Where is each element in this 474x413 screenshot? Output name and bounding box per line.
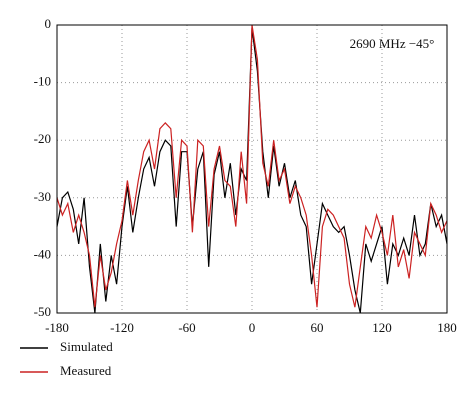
series-line [56, 24, 448, 308]
y-tick-label: 0 [45, 16, 52, 31]
x-tick-label: 0 [249, 320, 256, 335]
plot-frame [56, 24, 448, 314]
legend-label: Measured [60, 363, 112, 378]
y-tick-label: -10 [34, 74, 51, 89]
annotation: 2690 MHz −45° [350, 36, 435, 51]
y-tick-label: -30 [34, 189, 51, 204]
y-tick-label: -50 [34, 304, 51, 319]
legend-label: Simulated [60, 339, 113, 354]
y-tick-label: -20 [34, 131, 51, 146]
x-tick-label: -180 [45, 320, 69, 335]
x-tick-label: -120 [110, 320, 134, 335]
series-line [56, 27, 448, 314]
x-tick-label: 120 [372, 320, 392, 335]
x-tick-label: 180 [437, 320, 457, 335]
x-tick-label: 60 [311, 320, 324, 335]
y-tick-label: -40 [34, 246, 51, 261]
x-tick-label: -60 [178, 320, 195, 335]
